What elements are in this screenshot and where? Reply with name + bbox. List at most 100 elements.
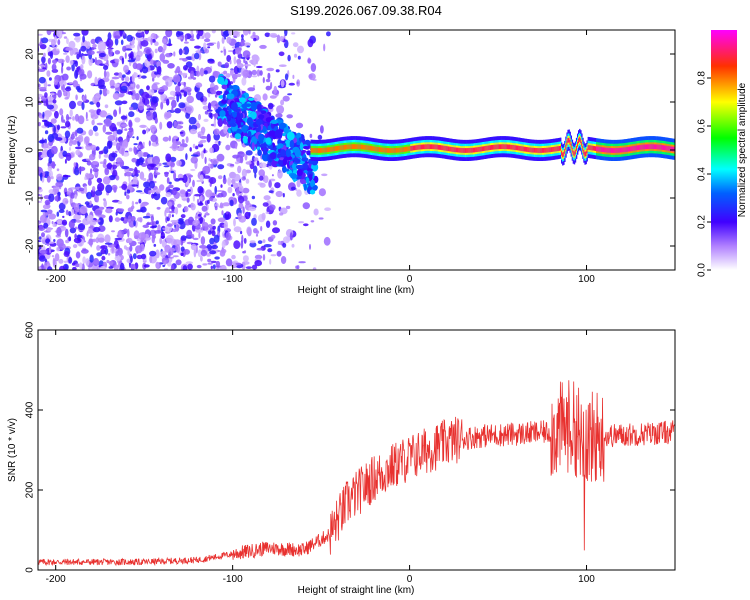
spec-blob-2047 bbox=[88, 109, 95, 113]
spec-blob-644 bbox=[199, 67, 205, 77]
spec-band-3688 bbox=[610, 148, 613, 153]
spec-blob-1985 bbox=[97, 43, 106, 52]
spec-blob-2533 bbox=[294, 158, 301, 164]
spec-blob-681 bbox=[81, 30, 89, 36]
spec-blob-1147 bbox=[168, 213, 172, 219]
spec-blob-639 bbox=[204, 110, 209, 115]
spec-blob-2022 bbox=[74, 194, 77, 200]
spec-blob-1187 bbox=[41, 263, 44, 270]
spec-blob-2523 bbox=[252, 130, 257, 134]
spec-blob-1232 bbox=[150, 215, 154, 222]
spec-blob-2048 bbox=[112, 92, 120, 100]
spec-blob-1036 bbox=[145, 222, 152, 226]
spec-band-3612 bbox=[590, 145, 593, 151]
spec-blob-970 bbox=[97, 237, 105, 243]
spec-blob-294 bbox=[73, 214, 81, 221]
spec-blob-910 bbox=[285, 205, 291, 210]
spec-blob-1625 bbox=[104, 118, 112, 127]
spec-band-3388 bbox=[531, 147, 533, 153]
spec-blob-2507 bbox=[270, 119, 279, 125]
spec-band-3320 bbox=[513, 145, 515, 150]
spec-blob-1037 bbox=[38, 96, 41, 101]
spec-band-2996 bbox=[427, 144, 429, 149]
spec-blob-9 bbox=[186, 197, 190, 203]
spec-blob-316 bbox=[186, 241, 193, 245]
spec-blob-2501 bbox=[221, 84, 227, 90]
spec-band-3064 bbox=[445, 145, 447, 151]
spec-band-3480 bbox=[555, 146, 558, 152]
spec-band-3120 bbox=[460, 147, 462, 153]
spec-blob-2041 bbox=[108, 215, 113, 223]
spec-blob-1611 bbox=[123, 245, 127, 250]
spec-band-2680 bbox=[343, 145, 345, 150]
spec-band-3148 bbox=[467, 148, 469, 153]
spec-blob-1652 bbox=[173, 239, 182, 247]
spec-blob-794 bbox=[241, 234, 244, 243]
spec-blob-1289 bbox=[211, 244, 219, 250]
spec-blob-1505 bbox=[194, 52, 200, 60]
spec-blob-487 bbox=[317, 134, 323, 140]
spec-blob-1323 bbox=[228, 30, 233, 36]
spec-blob-1589 bbox=[89, 200, 92, 206]
spec-blob-751 bbox=[198, 115, 201, 121]
spec-blob-1675 bbox=[210, 260, 217, 264]
spec-blob-920 bbox=[180, 239, 184, 246]
spec-blob-1240 bbox=[253, 165, 258, 174]
spec-blob-1207 bbox=[296, 179, 301, 188]
spec-band-3816 bbox=[644, 144, 647, 150]
spec-band-3136 bbox=[464, 148, 466, 153]
spec-blob-1909 bbox=[38, 86, 47, 91]
spec-band-3904 bbox=[668, 146, 670, 151]
spec-blob-1309 bbox=[207, 258, 212, 263]
spec-blob-926 bbox=[241, 261, 246, 270]
spec-blob-352 bbox=[142, 129, 147, 135]
spec-band-3020 bbox=[433, 144, 435, 150]
spec-blob-1326 bbox=[76, 53, 80, 60]
spec-blob-1362 bbox=[99, 265, 107, 270]
spec-blob-331 bbox=[61, 114, 64, 123]
spec-blob-1394 bbox=[138, 198, 142, 204]
spec-band-2740 bbox=[359, 144, 361, 150]
spec-blob-1022 bbox=[108, 46, 111, 55]
spec-blob-1801 bbox=[185, 136, 189, 144]
spec-blob-2503 bbox=[289, 139, 295, 149]
spec-blob-2027 bbox=[167, 223, 173, 227]
spec-band-3608 bbox=[589, 145, 592, 151]
spec-blob-1916 bbox=[209, 147, 214, 154]
spec-blob-1864 bbox=[130, 215, 136, 222]
spec-blob-877 bbox=[117, 200, 123, 205]
spec-blob-2504 bbox=[301, 157, 309, 162]
spec-band-3272 bbox=[500, 144, 502, 150]
spec-blob-2546 bbox=[294, 148, 301, 158]
spec-band-3076 bbox=[448, 146, 450, 152]
spec-blob-1425 bbox=[204, 38, 211, 43]
spec-blob-1764 bbox=[84, 94, 87, 101]
spec-blob-2466 bbox=[296, 132, 302, 139]
spec-band-3224 bbox=[487, 145, 490, 151]
spec-blob-1987 bbox=[171, 188, 177, 196]
spec-blob-846 bbox=[165, 207, 171, 214]
spec-blob-1535 bbox=[38, 64, 45, 67]
spec-band-3792 bbox=[638, 145, 640, 150]
spec-blob-83 bbox=[286, 114, 294, 119]
spec-blob-1881 bbox=[108, 139, 113, 149]
spec-blob-1392 bbox=[180, 190, 186, 195]
spec-blob-979 bbox=[177, 219, 184, 225]
spec-band-2980 bbox=[423, 144, 425, 150]
spec-band-3652 bbox=[601, 147, 603, 152]
spec-blob-472 bbox=[188, 116, 197, 125]
spec-blob-1142 bbox=[99, 89, 102, 95]
spec-blob-958 bbox=[218, 140, 221, 146]
spec-blob-847 bbox=[275, 113, 283, 118]
spec-blob-2020 bbox=[56, 48, 60, 51]
spec-blob-1962 bbox=[154, 230, 163, 234]
spec-blob-1657 bbox=[214, 205, 218, 211]
spec-blob-939 bbox=[266, 67, 275, 72]
spec-blob-848 bbox=[77, 223, 86, 231]
spec-blob-1787 bbox=[254, 260, 262, 267]
spec-band-2968 bbox=[419, 144, 422, 150]
spec-band-3544 bbox=[572, 150, 575, 156]
spec-blob-1494 bbox=[207, 58, 215, 62]
spec-blob-1039 bbox=[82, 256, 86, 264]
spec-band-3636 bbox=[597, 146, 599, 152]
